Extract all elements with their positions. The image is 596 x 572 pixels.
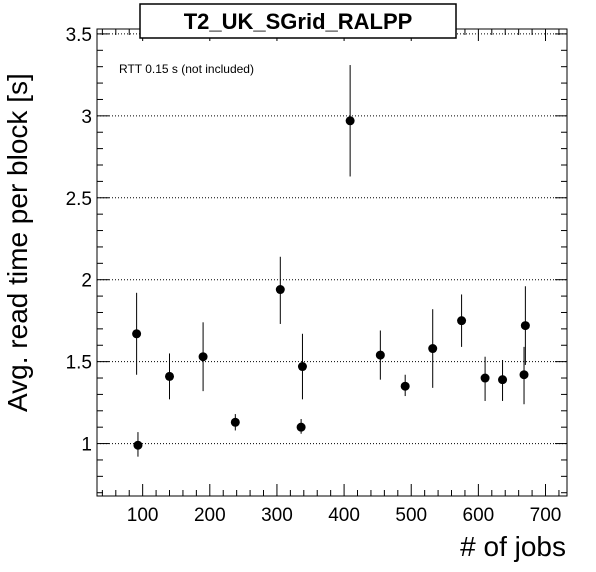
x-tick-label: 600 <box>463 505 495 526</box>
x-axis-title: # of jobs <box>460 531 566 562</box>
y-tick-label: 2 <box>81 271 92 292</box>
data-point-11 <box>428 344 438 354</box>
data-point-12 <box>457 316 467 326</box>
data-point-10 <box>400 381 410 391</box>
x-tick-label: 300 <box>261 505 293 526</box>
data-point-3 <box>198 352 208 362</box>
plot-frame <box>96 28 568 497</box>
grid-lines <box>97 33 567 445</box>
x-tick-labels: 100 200 300 400 500 600 700 <box>127 505 562 526</box>
data-point-5 <box>275 285 285 295</box>
y-tick-labels: 1 1.5 2 2.5 3 3.5 <box>66 25 92 456</box>
chart-title: T2_UK_SGrid_RALPP <box>184 9 413 34</box>
y-tick-label: 3.5 <box>66 25 92 46</box>
data-point-8 <box>345 116 355 126</box>
data-point-9 <box>375 350 385 360</box>
data-point-16 <box>520 321 530 331</box>
y-tick-label: 1.5 <box>66 353 92 374</box>
y-tick-label: 1 <box>81 435 92 456</box>
data-point-6 <box>296 422 306 432</box>
x-tick-label: 500 <box>395 505 427 526</box>
y-tick-label: 3 <box>81 107 92 128</box>
chart-title-box: T2_UK_SGrid_RALPP <box>139 3 457 39</box>
data-point-2 <box>165 371 175 381</box>
y-tick-label: 2.5 <box>66 189 92 210</box>
error-bars <box>136 65 526 457</box>
data-point-15 <box>519 370 529 380</box>
x-tick-label: 100 <box>127 505 159 526</box>
x-tick-label: 400 <box>328 505 360 526</box>
data-point-14 <box>498 375 508 385</box>
axis-ticks <box>97 29 567 496</box>
data-point-0 <box>132 329 142 339</box>
data-point-4 <box>230 417 240 427</box>
data-point-1 <box>133 440 143 450</box>
x-tick-label: 700 <box>530 505 562 526</box>
rtt-annotation: RTT 0.15 s (not included) <box>119 62 254 76</box>
data-points <box>132 116 530 450</box>
y-axis-title: Avg. read time per block [s] <box>2 73 33 412</box>
x-tick-label: 200 <box>194 505 226 526</box>
data-point-7 <box>297 362 307 372</box>
data-point-13 <box>480 373 490 383</box>
